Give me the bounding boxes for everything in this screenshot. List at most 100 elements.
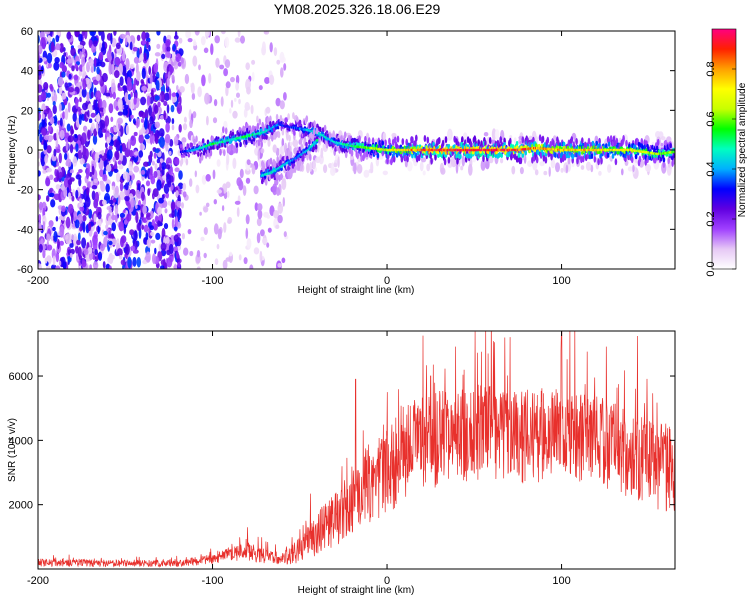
x-tick-label: -200 bbox=[27, 575, 49, 587]
spectrogram-noise-cell bbox=[55, 252, 60, 263]
spectrogram-noise-cell bbox=[567, 156, 571, 165]
spectrogram-ridge-cell bbox=[414, 140, 417, 148]
spectrogram-ridge-cell bbox=[580, 156, 583, 164]
spectrogram-noise-cell bbox=[43, 135, 50, 141]
spectrogram-noise-cell bbox=[447, 130, 452, 141]
spectrogram-noise-cell bbox=[210, 43, 214, 56]
x-tick-label: 100 bbox=[552, 575, 570, 587]
spectrogram-noise-cell bbox=[266, 242, 270, 248]
spectrogram-noise-cell bbox=[113, 124, 116, 131]
spectrogram-noise-cell bbox=[41, 127, 47, 136]
spectrogram-branch-cell bbox=[298, 159, 302, 167]
y-tick-label: -40 bbox=[17, 224, 33, 236]
spectrogram-noise-cell bbox=[190, 82, 195, 94]
spectrogram-noise-cell bbox=[169, 139, 174, 147]
spectrogram-noise-cell bbox=[46, 52, 53, 64]
spectrogram-noise-cell bbox=[55, 148, 61, 153]
spectrogram-noise-cell bbox=[79, 206, 85, 212]
spectrogram-noise-cell bbox=[157, 101, 161, 108]
spectrogram-noise-cell bbox=[91, 190, 96, 201]
spectrogram-noise-cell bbox=[133, 230, 138, 242]
spectrogram-ridge-cell bbox=[455, 138, 458, 146]
spectrogram-branch-cell bbox=[285, 150, 288, 157]
spectrogram-ridge-cell bbox=[323, 124, 327, 132]
spectrogram-noise-cell bbox=[136, 117, 139, 129]
spectrogram-noise-cell bbox=[480, 159, 486, 171]
spectrogram-noise-cell bbox=[88, 118, 93, 123]
spectrogram-noise-cell bbox=[203, 206, 209, 213]
spectrogram-ridge-cell bbox=[199, 156, 202, 164]
spectrogram-noise-cell bbox=[158, 197, 164, 204]
spectrogram-noise-cell bbox=[548, 166, 551, 177]
spectrogram-noise-cell bbox=[81, 56, 86, 67]
spectrogram-ridge-cell bbox=[406, 155, 409, 163]
spectrogram-noise-cell bbox=[104, 115, 110, 127]
spectrogram-noise-cell bbox=[108, 103, 114, 114]
spectrogram-noise-cell bbox=[420, 157, 427, 163]
spectrogram-noise-cell bbox=[89, 252, 93, 261]
spectrogram-noise-cell bbox=[81, 47, 86, 54]
spectrogram-noise-cell bbox=[92, 79, 99, 86]
spectrogram-ridge-cell bbox=[662, 157, 666, 163]
spectrogram-noise-cell bbox=[38, 70, 42, 76]
spectrogram-noise-cell bbox=[550, 159, 556, 169]
spectrogram-ridge-cell bbox=[541, 135, 545, 143]
spectrogram-ridge-cell bbox=[285, 117, 289, 123]
spectrogram-noise-cell bbox=[121, 50, 126, 62]
spectrogram-branch-cell bbox=[312, 128, 316, 136]
spectrogram-noise-cell bbox=[166, 45, 171, 53]
spectrogram-ridge-cell bbox=[575, 138, 578, 145]
spectrogram-noise-cell bbox=[363, 169, 370, 178]
spectrogram-noise-cell bbox=[100, 61, 106, 68]
spectrogram-noise-cell bbox=[221, 31, 226, 35]
spectrogram-noise-cell bbox=[173, 226, 178, 231]
spectrogram-noise-cell bbox=[173, 135, 179, 146]
spectrogram-noise-cell bbox=[93, 99, 97, 108]
spectrogram-noise-cell bbox=[97, 211, 102, 220]
spectrogram-ridge-cell bbox=[288, 134, 291, 142]
spectrogram-noise-cell bbox=[62, 261, 67, 269]
spectrogram-ridge-cell bbox=[423, 135, 427, 142]
spectrogram-noise-cell bbox=[81, 260, 87, 268]
spectrogram-noise-cell bbox=[67, 249, 71, 256]
spectrogram-noise-cell bbox=[133, 165, 140, 173]
spectrogram-noise-cell bbox=[126, 213, 132, 222]
spectrogram-noise-cell bbox=[153, 170, 158, 179]
spectrogram-noise-cell bbox=[117, 117, 123, 125]
spectrogram-noise-cell bbox=[149, 166, 153, 176]
spectrogram-noise-cell bbox=[167, 200, 172, 206]
spectrogram-noise-cell bbox=[148, 154, 152, 161]
spectrogram-ridge-cell bbox=[364, 135, 367, 143]
spectrogram-noise-cell bbox=[44, 31, 51, 35]
spectrogram-ridge-cell bbox=[343, 131, 347, 139]
spectrogram-noise-cell bbox=[560, 167, 564, 173]
spectrogram-noise-cell bbox=[71, 195, 75, 202]
spectrogram-noise-cell bbox=[140, 118, 145, 123]
spectrogram-noise-cell bbox=[124, 37, 128, 46]
spectrogram-ridge-cell bbox=[367, 137, 371, 145]
spectrogram-noise-cell bbox=[144, 134, 150, 140]
spectrogram-ridge-cell bbox=[201, 138, 205, 144]
spectrogram-noise-cell bbox=[163, 223, 169, 230]
spectrogram-noise-cell bbox=[78, 33, 83, 42]
spectrogram-ridge-cell bbox=[659, 156, 663, 162]
spectrogram-noise-cell bbox=[114, 160, 118, 172]
spectrogram-noise-cell bbox=[165, 236, 170, 244]
spectrogram-noise-cell bbox=[120, 259, 126, 266]
spectrogram-ridge-cell bbox=[411, 153, 414, 159]
spectrogram-noise-cell bbox=[65, 140, 69, 152]
spectrogram-noise-cell bbox=[132, 46, 138, 52]
spectrogram-noise-cell bbox=[245, 177, 251, 184]
spectrogram-ridge-cell bbox=[224, 127, 228, 135]
spectrogram-branch-cell bbox=[309, 154, 312, 161]
spectrogram-noise-cell bbox=[173, 59, 179, 70]
y-tick-label: -20 bbox=[17, 185, 33, 197]
spectrogram-noise-cell bbox=[119, 181, 124, 192]
spectrogram-noise-cell bbox=[164, 208, 168, 214]
spectrogram-noise-cell bbox=[76, 239, 81, 246]
spectrogram-noise-cell bbox=[127, 202, 131, 210]
spectrogram-noise-cell bbox=[265, 106, 271, 114]
spectrogram-noise-cell bbox=[53, 193, 60, 201]
spectrogram-noise-cell bbox=[86, 187, 90, 196]
